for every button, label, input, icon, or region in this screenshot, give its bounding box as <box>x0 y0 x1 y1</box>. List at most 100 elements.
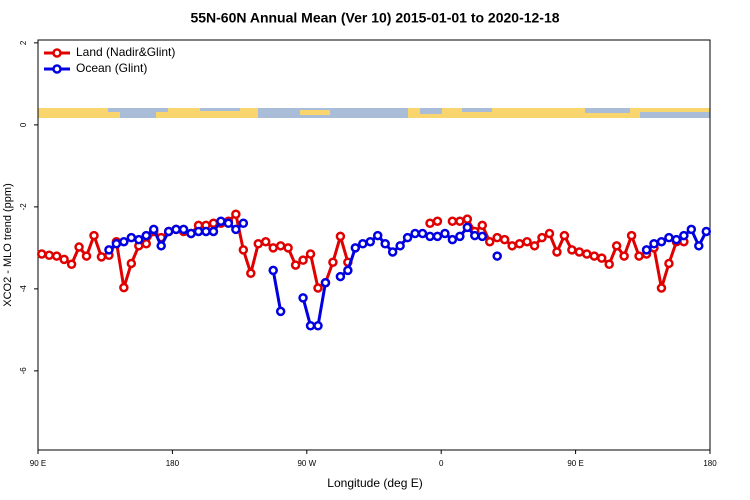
x-tick-label: 180 <box>166 459 180 468</box>
y-tick-label: 0 <box>19 122 28 127</box>
data-point <box>402 232 413 243</box>
data-point <box>649 239 659 249</box>
data-point <box>492 232 502 243</box>
data-point <box>111 239 122 249</box>
data-point <box>671 234 682 245</box>
data-point <box>462 214 473 224</box>
data-point <box>268 243 278 253</box>
data-point <box>529 241 540 251</box>
data-point <box>380 239 390 249</box>
data-point <box>477 220 488 231</box>
data-point <box>231 209 241 219</box>
y-axis-label: XCO2 - MLO trend (ppm) <box>2 183 14 306</box>
data-point <box>664 258 674 269</box>
data-point <box>701 226 712 237</box>
data-point <box>305 249 316 259</box>
plot-frame <box>37 39 711 451</box>
data-point <box>335 231 346 242</box>
data-point <box>298 293 308 303</box>
data-point <box>656 236 667 247</box>
data-point <box>141 239 152 249</box>
data-point <box>148 224 159 235</box>
data-point <box>514 239 525 249</box>
map-strip <box>38 108 710 118</box>
data-point <box>216 216 226 226</box>
data-point <box>417 228 428 239</box>
data-point <box>81 251 92 261</box>
data-point <box>395 241 405 251</box>
data-point <box>36 249 47 259</box>
data-point <box>290 260 301 270</box>
data-point <box>186 228 196 239</box>
legend-label: Ocean (Glint) <box>76 61 147 75</box>
data-point <box>589 251 600 261</box>
data-point <box>126 258 137 269</box>
chart-title: 55N-60N Annual Mean (Ver 10) 2015-01-01 … <box>190 10 559 26</box>
data-point <box>238 218 249 229</box>
y-tick-label: -2 <box>19 203 28 211</box>
data-point <box>208 226 219 237</box>
y-tick-label: -4 <box>19 285 28 293</box>
data-point <box>641 245 652 255</box>
data-point <box>275 241 286 251</box>
data-point <box>104 245 114 255</box>
series <box>36 209 689 293</box>
data-point <box>156 241 166 251</box>
data-point <box>253 239 264 249</box>
data-point <box>141 230 152 241</box>
data-point <box>626 230 637 241</box>
data-point <box>163 226 174 237</box>
data-point <box>447 216 458 226</box>
data-point <box>492 251 502 261</box>
data-point <box>611 241 622 251</box>
data-point <box>89 230 99 241</box>
data-point <box>447 234 458 245</box>
data-point <box>634 251 644 261</box>
data-point <box>522 236 532 247</box>
data-point <box>410 228 420 239</box>
data-point <box>305 321 316 331</box>
data-point <box>477 231 488 242</box>
data-point <box>298 255 308 265</box>
data-point <box>126 232 137 243</box>
data-point <box>499 234 510 245</box>
y-tick-label: -6 <box>19 367 28 375</box>
data-point <box>664 232 674 243</box>
legend-marker <box>52 48 62 58</box>
data-point <box>268 265 278 276</box>
data-point <box>462 222 473 233</box>
data-point <box>440 228 450 239</box>
data-point <box>66 259 77 270</box>
data-point <box>604 259 614 270</box>
data-point <box>567 245 577 255</box>
series-line <box>271 270 283 312</box>
data-point <box>96 252 107 262</box>
data-point <box>358 239 368 249</box>
data-point <box>51 251 62 261</box>
x-tick-label: 90 E <box>30 459 46 468</box>
legend-label: Land (Nadir&Glint) <box>76 45 175 59</box>
data-point <box>134 234 144 245</box>
data-point <box>44 250 54 260</box>
series <box>104 216 712 331</box>
data-point <box>619 251 629 261</box>
data-point <box>320 277 331 288</box>
x-axis-label: Longitude (deg E) <box>327 476 422 490</box>
data-point <box>246 268 256 279</box>
legend-marker <box>52 64 62 74</box>
data-point <box>387 247 398 257</box>
data-point <box>372 230 383 241</box>
data-point <box>574 247 585 257</box>
data-point <box>343 265 353 276</box>
data-point <box>193 226 204 237</box>
data-point <box>686 224 697 235</box>
data-point <box>260 236 271 247</box>
data-point <box>425 218 435 229</box>
data-point <box>231 224 241 235</box>
data-point <box>328 257 338 267</box>
data-point <box>544 228 555 239</box>
data-point <box>596 253 607 263</box>
data-point <box>679 230 689 241</box>
data-point <box>432 231 443 242</box>
data-point <box>59 254 69 265</box>
